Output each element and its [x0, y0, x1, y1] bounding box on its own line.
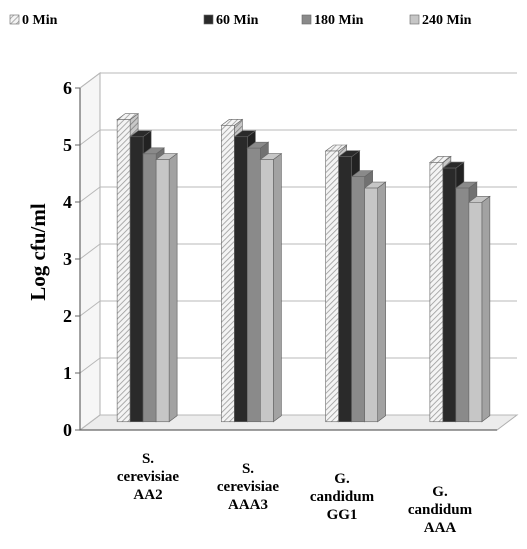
bar-front	[429, 162, 444, 423]
bar-240-min-s-cerevisiae-aaa3	[259, 152, 283, 423]
x-category-label-line: AA2	[133, 487, 162, 503]
bar-side-shade	[377, 182, 386, 422]
y-tick-label: 6	[63, 78, 72, 98]
x-category-label-line: cerevisiae	[217, 479, 280, 495]
x-category-label-line: G.	[334, 471, 350, 487]
x-category-label-line: G.	[432, 484, 448, 500]
y-tick-label: 0	[63, 420, 72, 440]
legend: 0 Min 60 Min 180 Min 240 Min	[9, 13, 472, 28]
x-category-label-line: GG1	[327, 507, 358, 523]
bar-side-shade	[273, 153, 282, 422]
legend-entry-1: 60 Min	[203, 13, 259, 28]
gridline-side	[79, 357, 101, 374]
legend-entry-3: 240 Min	[409, 13, 472, 28]
y-tick-label: 3	[63, 249, 72, 269]
legend-swatch-180-min	[301, 14, 312, 25]
y-tick-label: 1	[63, 363, 72, 383]
bar-front	[364, 187, 378, 423]
legend-entry-2: 180 Min	[301, 13, 364, 28]
y-tick-labels: 0 1 2 3 4 5 6	[63, 78, 80, 440]
bar-front	[455, 187, 470, 423]
bar-front	[234, 136, 248, 423]
legend-label-0-min: 0 Min	[22, 13, 58, 28]
y-axis-label: Log cfu/ml	[26, 203, 50, 301]
bar-front	[116, 119, 131, 423]
gridline-side	[79, 300, 101, 317]
bars	[116, 113, 491, 423]
bar-front	[155, 159, 170, 423]
bar-side-shade	[481, 196, 490, 422]
x-category-label-0: S. cerevisiae AA2	[117, 451, 180, 503]
legend-swatch-60-min	[203, 14, 214, 25]
legend-label-240-min: 240 Min	[422, 13, 472, 28]
x-category-label-3: G. candidum AAA	[408, 484, 473, 536]
x-category-labels: S. cerevisiae AA2 S. cerevisiae AAA3 G. candidu…	[117, 451, 473, 536]
y-tick-label: 4	[63, 192, 72, 212]
legend-swatch-0-min	[9, 14, 20, 25]
legend-label-60-min: 60 Min	[216, 13, 259, 28]
gridline-side	[79, 414, 101, 431]
bar-front	[325, 150, 339, 423]
legend-swatch-240-min	[409, 14, 420, 25]
y-tick-label: 5	[63, 135, 72, 155]
legend-label-180-min: 180 Min	[314, 13, 364, 28]
x-category-label-1: S. cerevisiae AAA3	[217, 461, 280, 513]
bar-front	[338, 156, 352, 423]
bar-front	[468, 202, 483, 423]
bar-side-shade	[169, 153, 178, 422]
gridline-side	[79, 129, 101, 146]
x-category-label-line: candidum	[310, 489, 375, 505]
gridline-side	[79, 72, 101, 89]
x-category-label-line: S.	[242, 461, 254, 477]
bar-240-min-g-candidum-aaa	[467, 195, 491, 423]
bar-240-min-g-candidum-gg1	[363, 181, 387, 423]
bar-front	[247, 147, 261, 423]
x-category-label-line: AAA3	[228, 497, 268, 513]
legend-entry-0: 0 Min	[9, 13, 58, 28]
x-category-label-line: S.	[142, 451, 154, 467]
gridline-side	[79, 186, 101, 203]
bar-front	[351, 176, 365, 423]
bar-front	[142, 153, 157, 423]
bar-front	[442, 167, 457, 423]
bar-front	[260, 159, 274, 423]
y-tick-label: 2	[63, 306, 72, 326]
x-category-label-line: candidum	[408, 502, 473, 518]
bar-front	[221, 125, 235, 423]
bar-front	[129, 136, 144, 423]
x-category-label-line: AAA	[424, 520, 457, 536]
x-category-label-2: G. candidum GG1	[310, 471, 375, 523]
gridline-side	[79, 243, 101, 260]
bar-240-min-s-cerevisiae-aa2	[155, 152, 179, 423]
x-category-label-line: cerevisiae	[117, 469, 180, 485]
